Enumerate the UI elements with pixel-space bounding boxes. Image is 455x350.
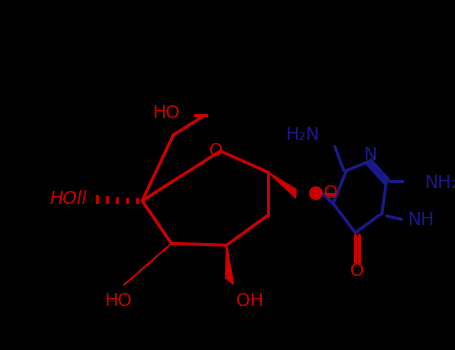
Text: H₂N: H₂N — [286, 126, 320, 144]
Text: O: O — [350, 262, 364, 280]
Text: N: N — [364, 146, 377, 163]
Text: ●O: ●O — [308, 184, 338, 202]
Text: NH₂: NH₂ — [425, 174, 455, 192]
Text: HOll: HOll — [50, 190, 87, 208]
Text: NH: NH — [407, 211, 434, 229]
Text: HO: HO — [152, 104, 179, 122]
Text: O: O — [209, 142, 223, 160]
Text: OH: OH — [236, 292, 264, 310]
Polygon shape — [268, 172, 296, 198]
Text: HO: HO — [104, 292, 132, 310]
Polygon shape — [226, 245, 233, 284]
Polygon shape — [123, 243, 172, 285]
